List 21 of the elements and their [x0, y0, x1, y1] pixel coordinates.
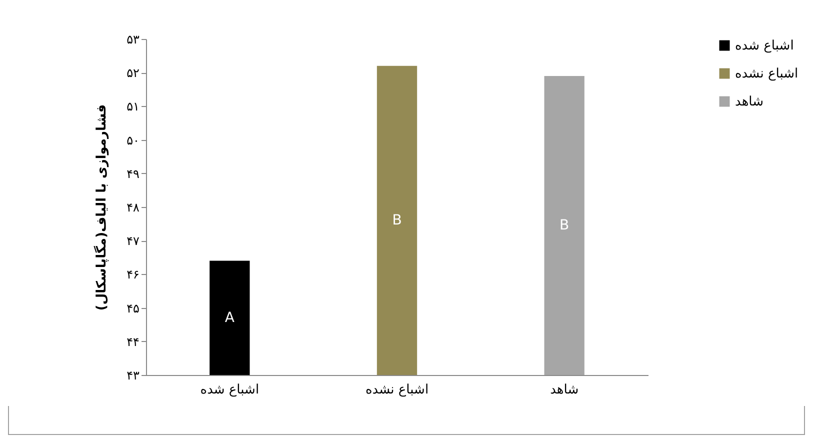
- y-tick-label: ۴۴: [126, 334, 140, 349]
- y-tick-label: ۴۳: [126, 368, 140, 382]
- y-tick-label: ۵۳: [126, 32, 140, 46]
- y-tick-label: ۴۷: [126, 234, 140, 248]
- y-tick-label: ۴۶: [126, 268, 140, 282]
- y-tick-label: ۴۹: [126, 166, 140, 181]
- y-tick-label: ۵۱: [126, 100, 140, 114]
- y-tick-label: ۴۵: [126, 301, 140, 316]
- x-tick-label: شاهد: [550, 382, 579, 398]
- legend-label: اشباع شده: [735, 38, 794, 54]
- y-axis-title: فشارموازی با الیاف(مگاپاسکال): [94, 104, 110, 311]
- legend-label: شاهد: [735, 94, 764, 110]
- y-tick-label: ۵۰: [126, 133, 140, 148]
- data-label: A: [224, 310, 235, 326]
- legend-label: اشباع نشده: [735, 66, 798, 82]
- data-label: B: [560, 217, 570, 234]
- x-tick-label: اشباع نشده: [365, 382, 429, 398]
- data-label: B: [392, 212, 402, 228]
- x-tick-label: اشباع شده: [200, 382, 260, 398]
- y-tick-label: ۵۲: [126, 66, 140, 80]
- y-tick-label: ۴۸: [126, 200, 140, 214]
